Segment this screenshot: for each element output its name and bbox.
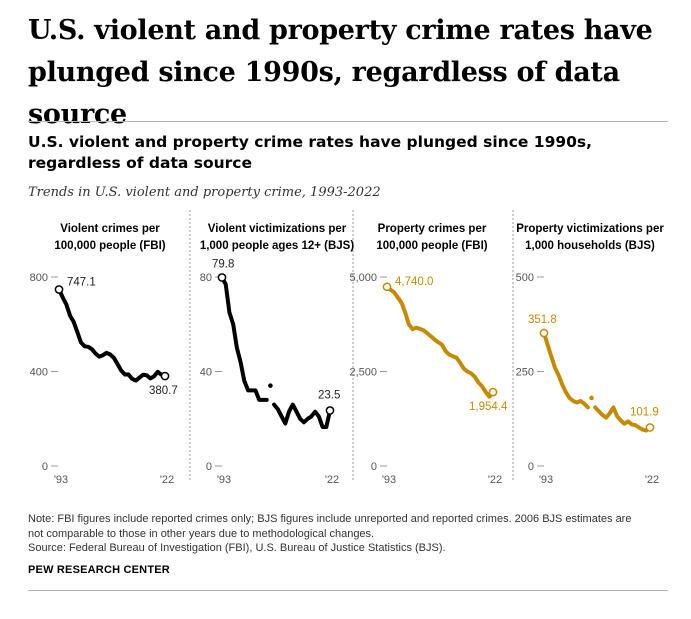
end-value-label: 101.9 (630, 406, 659, 418)
y-tick-label: 0 (528, 461, 534, 473)
panel-title-1-line-1: Violent crimes per (60, 223, 160, 235)
y-tick-label: 5,000 (349, 272, 377, 284)
start-value-label: 747.1 (67, 276, 96, 288)
y-tick-label: 500 (516, 272, 534, 284)
bottom-divider (28, 590, 668, 591)
x-tick-label: '22 (325, 474, 339, 486)
panel-2: Violent victimizations per 1,000 people a… (200, 223, 355, 486)
y-tick-label: 400 (30, 367, 48, 379)
end-value-label: 1,954.4 (469, 401, 508, 413)
source-line: Source: Federal Bureau of Investigation … (28, 542, 446, 554)
brand-logo-text: PEW RESEARCH CENTER (28, 564, 170, 576)
y-tick-label: 800 (30, 272, 48, 284)
note-block: Note: FBI figures include reported crime… (28, 512, 668, 556)
series-line-segment-3 (272, 402, 332, 429)
y-tick-label: 0 (206, 461, 212, 473)
y-tick-label: 80 (200, 272, 212, 284)
panel-1: Violent crimes per 100,000 people (FBI) 0 4… (30, 223, 178, 486)
end-marker (645, 423, 655, 432)
series-point-isolated (589, 395, 594, 401)
start-marker (54, 285, 64, 294)
panel-title-2-line-1: Violent victimizations per (208, 223, 347, 235)
y-tick-label: 2,500 (349, 367, 377, 379)
series-line-segment-1 (385, 284, 495, 399)
note-line-2: not comparable to those in other years d… (28, 527, 375, 540)
headline: U.S. violent and property crime rates ha… (28, 15, 653, 130)
start-value-label: 79.8 (212, 258, 234, 270)
x-tick-label: '22 (488, 474, 502, 486)
top-divider (28, 121, 668, 122)
y-tick-label: 0 (42, 461, 48, 473)
y-tick-label: 40 (200, 367, 212, 379)
start-marker (539, 328, 549, 338)
note-line-1: Note: FBI figures include reported crime… (28, 513, 632, 525)
panel-4: Property victimizations per 1,000 househo… (516, 223, 665, 486)
small-multiples-chart: Violent crimes per 100,000 people (FBI) 0 4… (30, 210, 665, 486)
series-line-segment-1 (57, 287, 167, 383)
panel-title-3-line-1: Property crimes per (378, 223, 487, 235)
panel-title-3-line-2: 100,000 people (FBI) (376, 240, 487, 252)
panel-title-4-line-1: Property victimizations per (516, 223, 664, 235)
x-tick-label: '93 (54, 474, 68, 486)
start-marker (382, 282, 392, 292)
end-marker (325, 406, 335, 415)
series-line-segment-1 (220, 275, 269, 402)
end-marker (488, 387, 498, 397)
start-value-label: 351.8 (528, 314, 557, 326)
chart-subtitle: Trends in U.S. violent and property crim… (28, 185, 381, 200)
x-tick-label: '22 (160, 474, 174, 486)
panel-title-1-line-2: 100,000 people (FBI) (54, 240, 165, 252)
end-value-label: 380.7 (149, 385, 178, 397)
y-tick-label: 250 (516, 367, 534, 379)
panel-3: Property crimes per 100,000 people (FBI) 0… (349, 223, 508, 486)
series-line-segment-1 (542, 331, 590, 410)
x-tick-label: '93 (382, 474, 396, 486)
series-point-isolated (268, 383, 273, 388)
end-value-label: 23.5 (318, 389, 340, 401)
end-marker (160, 371, 170, 381)
x-tick-label: '93 (539, 474, 553, 486)
panel-title-4-line-2: 1,000 households (BJS) (525, 240, 655, 252)
panel-title-2-line-2: 1,000 people ages 12+ (BJS) (200, 240, 355, 252)
start-marker (217, 273, 227, 282)
start-value-label: 4,740.0 (395, 276, 433, 288)
chart-title: U.S. violent and property crime rates ha… (28, 133, 593, 172)
series-line-segment-3 (593, 405, 652, 433)
x-tick-label: '93 (217, 474, 231, 486)
x-tick-label: '22 (645, 474, 659, 486)
y-tick-label: 0 (371, 461, 377, 473)
